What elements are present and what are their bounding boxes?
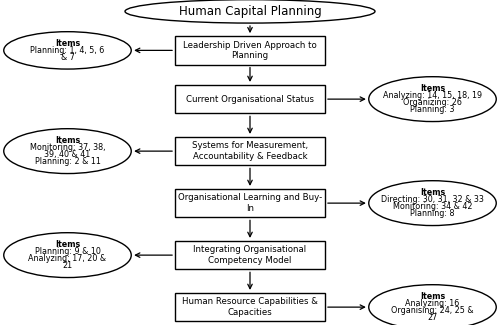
Text: Items: Items [55,240,80,249]
Text: Items: Items [55,39,80,48]
Text: Planning: 1, 4, 5, 6: Planning: 1, 4, 5, 6 [30,46,104,55]
Text: 21: 21 [62,261,72,270]
Ellipse shape [4,129,131,174]
FancyBboxPatch shape [175,85,325,113]
Ellipse shape [125,0,375,23]
Text: Analyzing: 17, 20 &: Analyzing: 17, 20 & [28,254,106,263]
Text: Items: Items [420,188,445,197]
Text: & 7: & 7 [60,53,74,62]
Text: Items: Items [420,84,445,93]
Text: Current Organisational Status: Current Organisational Status [186,95,314,104]
FancyBboxPatch shape [175,241,325,269]
Text: Items: Items [55,136,80,145]
Text: Organisational Learning and Buy-
In: Organisational Learning and Buy- In [178,193,322,213]
Ellipse shape [369,77,496,122]
Text: Monitoring: 34 & 42: Monitoring: 34 & 42 [393,202,472,211]
Text: Leadership Driven Approach to
Planning: Leadership Driven Approach to Planning [183,41,317,60]
Text: Integrating Organisational
Competency Model: Integrating Organisational Competency Mo… [194,245,306,265]
Text: Planning: 9 & 10: Planning: 9 & 10 [34,247,100,256]
Ellipse shape [369,181,496,226]
FancyBboxPatch shape [175,137,325,165]
Ellipse shape [4,32,131,69]
Text: Monitoring: 37, 38,: Monitoring: 37, 38, [30,143,105,152]
Text: Organizing: 26: Organizing: 26 [403,98,462,107]
Text: Organising: 24, 25 &: Organising: 24, 25 & [391,306,474,315]
Text: Planning: 2 & 11: Planning: 2 & 11 [34,157,100,166]
Text: 27: 27 [428,313,438,322]
FancyBboxPatch shape [175,189,325,217]
FancyBboxPatch shape [175,293,325,321]
Text: 39, 40 & 41: 39, 40 & 41 [44,150,90,159]
Ellipse shape [4,233,131,278]
Text: Planning: 3: Planning: 3 [410,105,455,114]
Text: Analyzing: 16: Analyzing: 16 [406,299,460,308]
Text: Analyzing: 14, 15, 18, 19: Analyzing: 14, 15, 18, 19 [383,91,482,100]
Text: Directing: 30, 31, 32 & 33: Directing: 30, 31, 32 & 33 [381,195,484,204]
Text: Human Resource Capabilities &
Capacities: Human Resource Capabilities & Capacities [182,297,318,317]
Text: Systems for Measurement,
Accountability & Feedback: Systems for Measurement, Accountability … [192,141,308,161]
Text: Human Capital Planning: Human Capital Planning [178,5,322,18]
FancyBboxPatch shape [175,36,325,65]
Text: Planning: 8: Planning: 8 [410,209,455,218]
Text: Items: Items [420,292,445,301]
Ellipse shape [369,285,496,325]
